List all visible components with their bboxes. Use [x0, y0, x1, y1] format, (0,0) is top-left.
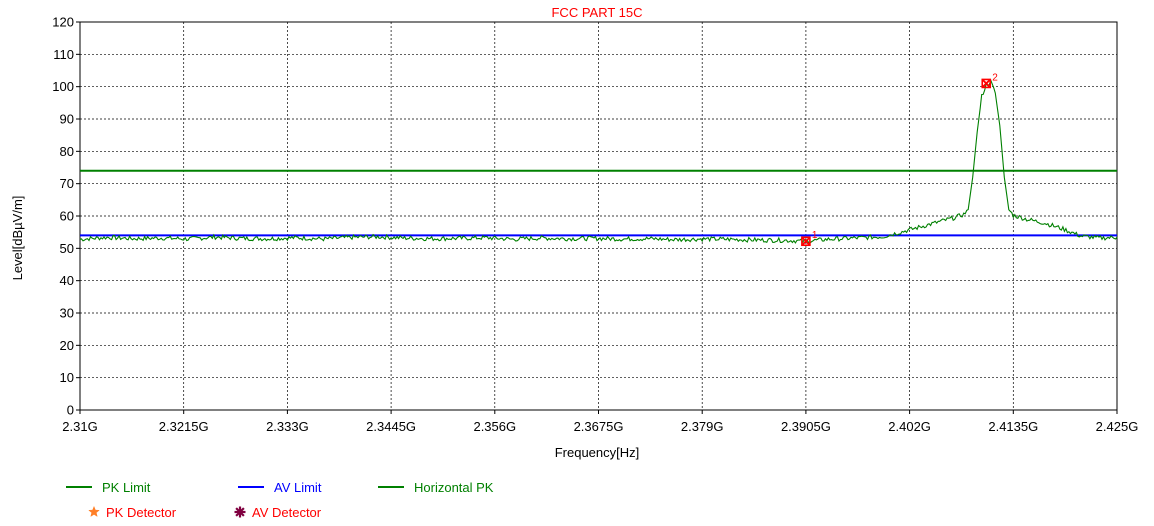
y-tick-label: 120: [52, 15, 74, 30]
legend-label: AV Detector: [252, 505, 322, 520]
legend-label: PK Limit: [102, 480, 151, 495]
x-tick-label: 2.3675G: [574, 419, 624, 434]
legend-label: Horizontal PK: [414, 480, 494, 495]
x-tick-label: 2.379G: [681, 419, 724, 434]
legend-label: AV Limit: [274, 480, 322, 495]
star-icon: [88, 505, 100, 517]
y-axis-label: Level[dBµV/m]: [10, 196, 25, 281]
y-tick-label: 20: [60, 338, 74, 353]
asterisk-icon: [234, 506, 246, 518]
x-tick-label: 2.31G: [62, 419, 97, 434]
legend: PK Limit AV Limit Horizontal PK PK Detector…: [66, 480, 494, 520]
y-tick-label: 50: [60, 241, 74, 256]
marker-2: 2: [981, 72, 998, 89]
marker-label: 1: [812, 230, 818, 241]
marker-cross: [801, 236, 811, 246]
x-tick-label: 2.402G: [888, 419, 931, 434]
y-tick-label: 10: [60, 370, 74, 385]
y-tick-label: 70: [60, 176, 74, 191]
marker-label: 2: [992, 72, 998, 83]
x-tick-label: 2.356G: [473, 419, 516, 434]
chart-title: FCC PART 15C: [551, 5, 642, 20]
y-tick-label: 30: [60, 306, 74, 321]
marker-cross: [981, 78, 991, 89]
x-tick-label: 2.4135G: [988, 419, 1038, 434]
x-tick-label: 2.425G: [1096, 419, 1139, 434]
x-tick-label: 2.333G: [266, 419, 309, 434]
y-tick-label: 80: [60, 144, 74, 159]
plot-area: 0 10 20 30 40 50 60 70 80 90 100 110 120 2.31G 2.3215G…: [52, 15, 1138, 435]
series-horizontal-pk-line: [79, 78, 1118, 244]
marker-1: 1: [801, 230, 818, 247]
y-tick-label: 40: [60, 273, 74, 288]
x-tick-label: 2.3905G: [781, 419, 831, 434]
marker-box: [981, 78, 992, 89]
y-tick-label: 0: [67, 403, 74, 418]
y-tick-label: 90: [60, 112, 74, 127]
x-axis-label: Frequency[Hz]: [555, 445, 640, 460]
asterisk-stroke: [235, 507, 245, 517]
x-tick-label: 2.3215G: [159, 419, 209, 434]
y-tick-label: 100: [52, 79, 74, 94]
y-tick-label: 60: [60, 209, 74, 224]
y-tick-label: 110: [53, 47, 74, 62]
x-tick-label: 2.3445G: [366, 419, 416, 434]
marker-box: [801, 236, 811, 247]
legend-label: PK Detector: [106, 505, 177, 520]
